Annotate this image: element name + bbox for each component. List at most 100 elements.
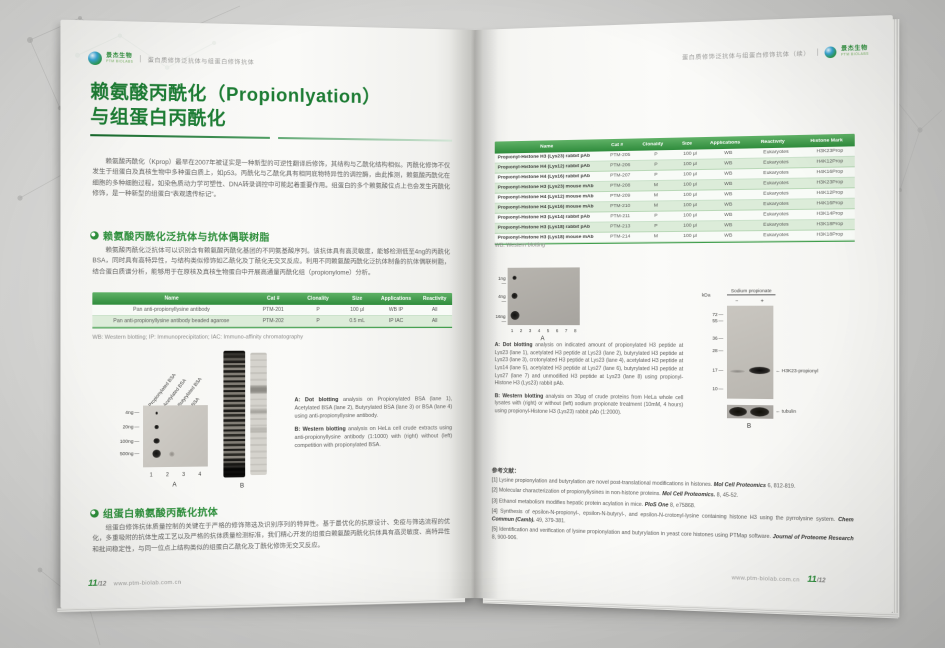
header-divider: | — [817, 49, 819, 56]
table-body: Pan anti-propionyllysine antibody PTM-201… — [92, 305, 452, 329]
lane-number: 1 — [511, 328, 514, 333]
dot-blot-row-labels: 1ng4ng16ng — [495, 259, 859, 261]
table-cell: IP IAC — [375, 318, 417, 324]
section-heading-text: 组蛋白赖氨酸丙酰化抗体 — [103, 504, 218, 520]
figure-blot-right: 1ng4ng16ng 12345678 A kDa Sodium propion… — [495, 259, 859, 454]
row-label: 4ng — [90, 410, 139, 416]
brand-logo-icon — [88, 51, 102, 65]
table-cell: 100 μl — [674, 172, 707, 178]
row-label: 4ng — [495, 294, 506, 304]
column-header: Clonality — [635, 141, 671, 147]
ref-tail: 6, 812-819. — [766, 483, 795, 490]
tubulin-arrow-label: tubulin — [775, 408, 796, 413]
title-underline-segment — [278, 137, 452, 142]
lane-number: 2 — [520, 328, 523, 333]
table-cell: 0.5 mL — [339, 318, 374, 324]
table-row: Pan anti-propionyllysine antibody beaded… — [92, 316, 452, 327]
figure-captions: A: Dot blotting analysis on indicated am… — [495, 342, 683, 423]
table-cell: M — [638, 183, 674, 189]
ref-tail: 8, e75868. — [668, 502, 695, 509]
intro-paragraph: 赖氨酸丙酰化（Kprop）最早在2007年被证实是一种新型的可逆性翻译后修饰，其… — [92, 157, 450, 203]
table-cell: WB — [706, 202, 750, 208]
header-divider: | — [140, 56, 142, 63]
tubulin-band — [750, 407, 769, 417]
western-blot-lane-light — [250, 353, 266, 475]
open-booklet: 景杰生物 PTM BIOLABS | 蛋白质修饰泛抗体与组蛋白修饰抗体 赖氨酸丙… — [72, 30, 878, 598]
ref-tail: 8, 45-52. — [715, 493, 738, 500]
table-cell: PTM-209 — [602, 194, 638, 200]
ref-j: PloS One — [645, 502, 669, 509]
antibody-table-right: Name Cat # Clonality Size Applications Reacti… — [495, 134, 855, 245]
ref-tail: 49, 379-381. — [535, 517, 566, 524]
panel-b-label: B — [240, 483, 244, 489]
lane-number: 1 — [150, 472, 153, 478]
table-cell: Eukaryotes — [750, 202, 802, 208]
table-cell: PTM-201 — [250, 307, 297, 313]
ladder-mark: 17 — [702, 367, 723, 372]
antibody-table-left: Name Cat # Clonality Size Applications Reacti… — [92, 292, 452, 328]
table-cell: PTM-208 — [602, 183, 638, 189]
table-cell: WB — [706, 223, 750, 229]
row-label: 500ng — [90, 451, 139, 457]
ladder-mark: 10 — [702, 386, 723, 391]
table-cell: PTM-211 — [602, 214, 638, 220]
blot-dot — [510, 311, 519, 320]
caption-a-label: A: Dot blotting — [495, 342, 533, 348]
lane-number: 3 — [182, 472, 185, 478]
section-bullet-icon — [90, 231, 98, 239]
page-right: 蛋白质修饰泛抗体与组蛋白修饰抗体（续） | 景杰生物 PTM BIOLABS N… — [475, 15, 893, 613]
table-cell: Propionyl-Histone H4 (Lys12) mouse mAb — [495, 194, 603, 201]
panel-b-label: B — [747, 424, 751, 430]
table-cell: P — [638, 214, 674, 220]
kda-axis-label: kDa — [702, 292, 711, 297]
table-cell: Pan anti-propionyllysine antibody beaded… — [92, 318, 249, 324]
column-header: Histone Mark — [799, 137, 855, 143]
table-cell: 100 μl — [674, 213, 707, 219]
page-footer-left: 11/12 www.ptm-biolab.com.cn — [88, 570, 181, 591]
caption-a-label: A: Dot blotting — [295, 397, 339, 403]
table-cell: Eukaryotes — [750, 170, 802, 176]
page-header-right: 蛋白质修饰泛抗体与组蛋白修饰抗体（续） | 景杰生物 PTM BIOLABS — [682, 45, 869, 62]
table-cell: WB — [706, 182, 750, 188]
table-cell: All — [417, 318, 452, 324]
column-header: Reactivity — [417, 296, 452, 302]
table-cell: P — [638, 224, 674, 229]
references-list: [1] Lysine propionylation and butyrylati… — [492, 477, 854, 552]
title-underline — [90, 134, 452, 142]
figure-captions: A: Dot blotting analysis on Propionylate… — [295, 396, 453, 456]
table-cell: Propionyl-Histone H3 (Lys14) rabbit pAb — [495, 214, 603, 220]
table-cell: WB — [706, 233, 750, 239]
table-cell: H3K18Prop — [802, 222, 858, 228]
table-cell: PTM-213 — [602, 224, 638, 229]
table-header-row: Name Cat # Clonality Size Applications Reacti… — [92, 292, 452, 305]
table-cell: Eukaryotes — [750, 191, 802, 197]
page-number-total: /12 — [817, 578, 826, 585]
blot-dot-faint — [169, 451, 174, 456]
minus-lane-label: − — [735, 299, 738, 305]
column-header: Size — [339, 296, 374, 302]
table-cell: Eukaryotes — [750, 212, 802, 218]
table-cell: M — [638, 234, 674, 239]
page-footer-right: www.ptm-biolab.com.cn 11/12 — [732, 566, 826, 588]
table-cell: 100 μl — [674, 193, 707, 199]
blot-dot — [152, 449, 161, 458]
table-cell: 100 μl — [339, 307, 374, 313]
row-label: 20ng — [90, 424, 139, 430]
band-arrow-label: H3K23-propionyl — [775, 368, 818, 373]
table-row: Pan anti-propionyllysine antibody PTM-201… — [92, 305, 452, 316]
table-cell: 100 μl — [674, 203, 707, 209]
table-cell: M — [638, 203, 674, 209]
table-cell: WB — [706, 192, 750, 198]
table-cell: Propionyl-Histone H4 (Lys16) mouse mAb — [495, 204, 603, 210]
section-paragraph: 组蛋白修饰抗体质量控制的关键在于严格的修饰筛选及识别序列的特异性。基于最优化的抗… — [92, 517, 450, 555]
table-cell: P — [638, 152, 674, 158]
table-cell: P — [297, 318, 340, 324]
table-cell: Propionyl-Histone H3 (Lys18) mouse mAb — [495, 235, 603, 241]
table-footnote: WB: Western blotting; IP: Immunoprecipit… — [92, 334, 303, 341]
ref-text: Ethanol metabolism modifies hepatic prot… — [499, 498, 645, 507]
table-cell: P — [638, 173, 674, 179]
caption-a: A: Dot blotting analysis on indicated am… — [495, 342, 683, 390]
section-paragraph: 赖氨酸丙酰化泛抗体可以识别含有赖氨酸丙酰化基团的不同氨基酸序列。该抗体具有高灵敏… — [92, 246, 450, 279]
dot-blot-panel — [143, 405, 208, 467]
table-footnote: WB: Western blotting — [495, 242, 545, 248]
